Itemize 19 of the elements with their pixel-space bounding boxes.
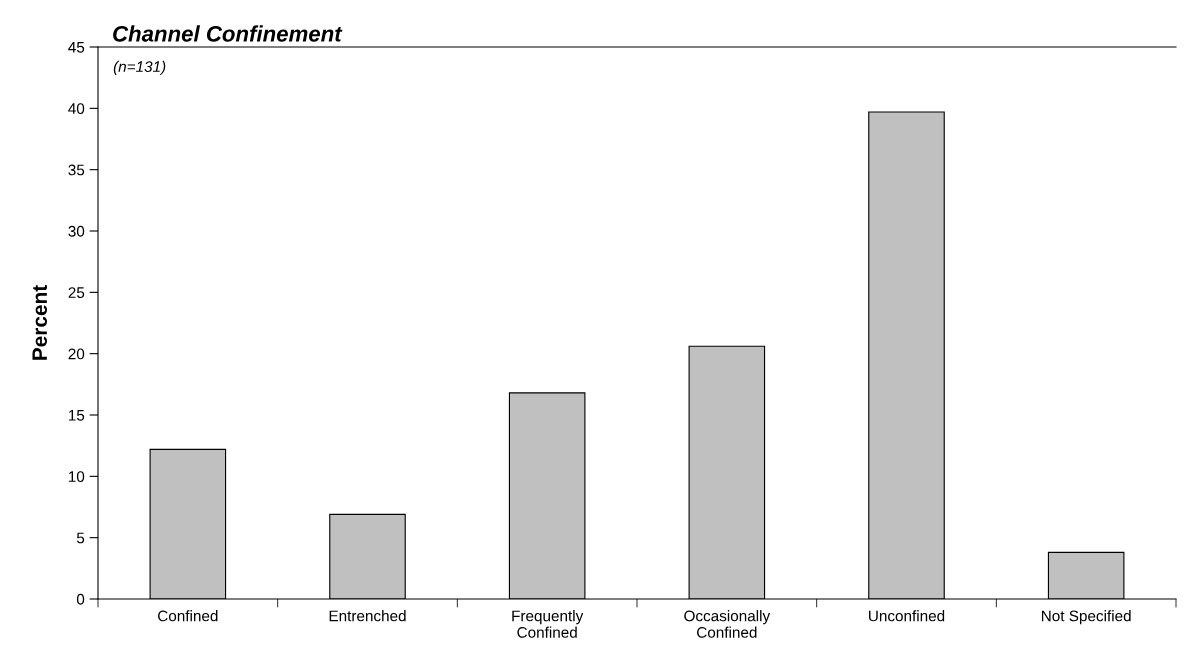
y-tick-label: 15 [68,410,85,421]
x-tick-label: Frequently Confined [512,610,584,638]
x-tick-label: Occasionally Confined [684,610,771,638]
y-tick-label: 35 [68,164,85,176]
x-tick-label: Confined [158,610,218,622]
y-tick-label: 5 [76,532,85,544]
y-tick-label: 30 [68,225,85,237]
annotation: (n=131) [113,60,166,76]
y-axis-title: Percent [32,285,48,360]
x-tick-label: Not Specified [1041,610,1131,625]
y-tick-label: 0 [76,593,85,605]
y-tick-label: 40 [68,103,85,115]
chart-title: Channel Confinement [113,25,343,42]
y-tick-label: 20 [68,348,85,360]
x-tick-label: Unconfined [869,610,945,622]
y-tick-label: 45 [68,42,85,53]
y-tick-label: 10 [68,471,85,483]
y-tick-label: 25 [68,287,85,299]
x-tick-label: Entrenched [329,610,406,622]
